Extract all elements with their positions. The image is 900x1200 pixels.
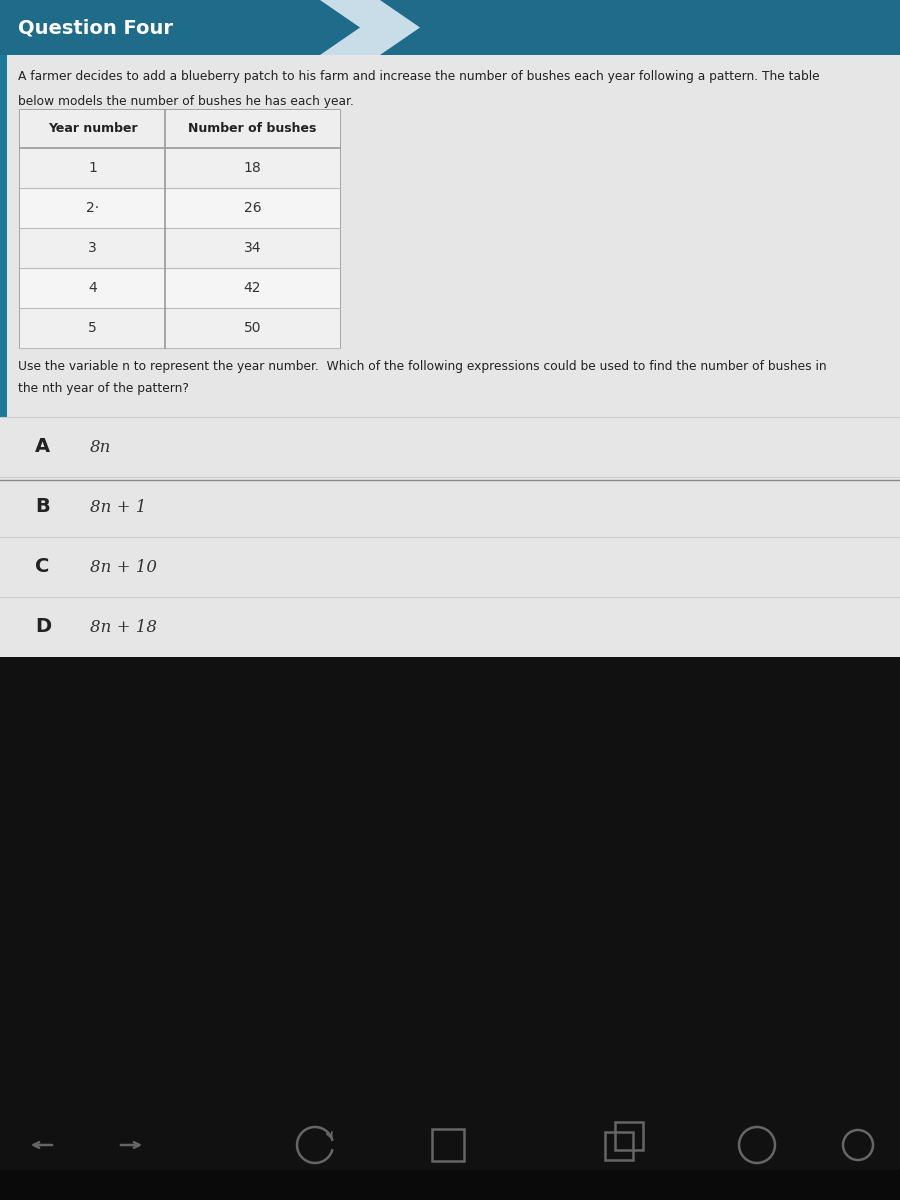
Text: 2·: 2· — [86, 200, 99, 215]
FancyBboxPatch shape — [0, 480, 900, 1200]
Text: Use the variable n to represent the year number.  Which of the following express: Use the variable n to represent the year… — [18, 360, 826, 373]
Text: A farmer decides to add a blueberry patch to his farm and increase the number of: A farmer decides to add a blueberry patc… — [18, 70, 820, 83]
Text: Year number: Year number — [48, 122, 138, 136]
Polygon shape — [0, 0, 360, 55]
FancyBboxPatch shape — [20, 228, 340, 268]
FancyBboxPatch shape — [20, 110, 340, 148]
Text: 26: 26 — [244, 200, 261, 215]
FancyBboxPatch shape — [20, 110, 340, 348]
FancyBboxPatch shape — [0, 1170, 900, 1200]
Text: 8n + 1: 8n + 1 — [90, 498, 147, 516]
Text: 34: 34 — [244, 241, 261, 254]
Text: below models the number of bushes he has each year.: below models the number of bushes he has… — [18, 95, 354, 108]
FancyBboxPatch shape — [20, 268, 340, 308]
FancyBboxPatch shape — [0, 55, 7, 480]
FancyBboxPatch shape — [0, 0, 900, 55]
FancyBboxPatch shape — [0, 476, 900, 538]
Text: 1: 1 — [88, 161, 97, 175]
FancyBboxPatch shape — [20, 188, 340, 228]
Text: 42: 42 — [244, 281, 261, 295]
Text: Question Four: Question Four — [18, 18, 173, 37]
FancyBboxPatch shape — [0, 596, 900, 658]
FancyBboxPatch shape — [20, 148, 340, 188]
FancyBboxPatch shape — [0, 538, 900, 596]
Text: 50: 50 — [244, 320, 261, 335]
Text: 8n + 18: 8n + 18 — [90, 618, 157, 636]
Text: 4: 4 — [88, 281, 97, 295]
Text: 5: 5 — [88, 320, 97, 335]
FancyBboxPatch shape — [20, 308, 340, 348]
Text: C: C — [35, 558, 50, 576]
Text: the nth year of the pattern?: the nth year of the pattern? — [18, 382, 189, 395]
FancyBboxPatch shape — [0, 416, 900, 476]
Text: Number of bushes: Number of bushes — [188, 122, 317, 136]
FancyBboxPatch shape — [0, 0, 900, 480]
Text: 3: 3 — [88, 241, 97, 254]
Text: 18: 18 — [244, 161, 261, 175]
Text: D: D — [35, 618, 51, 636]
Text: 8n: 8n — [90, 438, 112, 456]
Text: A: A — [35, 438, 50, 456]
Polygon shape — [320, 0, 420, 55]
Text: 8n + 10: 8n + 10 — [90, 558, 157, 576]
Text: B: B — [35, 498, 50, 516]
